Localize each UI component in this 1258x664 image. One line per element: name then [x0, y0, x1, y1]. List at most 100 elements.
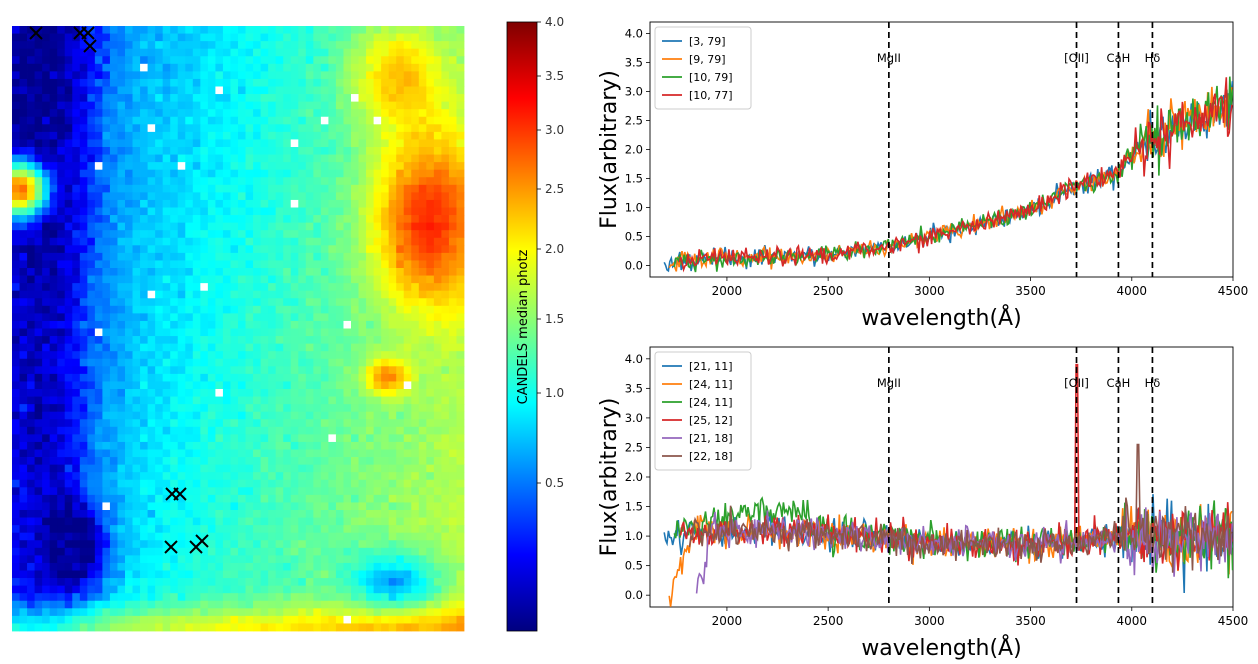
- heatmap-cell: [313, 222, 322, 231]
- heatmap-cell: [147, 464, 156, 473]
- heatmap-cell: [94, 419, 103, 428]
- heatmap-cell: [42, 41, 51, 50]
- heatmap-cell: [290, 290, 299, 299]
- heatmap-cell: [275, 78, 284, 87]
- heatmap-cell: [215, 510, 224, 518]
- heatmap-cell: [49, 608, 58, 617]
- heatmap-cell: [275, 101, 284, 110]
- heatmap-cell: [268, 411, 277, 420]
- heatmap-cell: [177, 283, 186, 292]
- heatmap-cell: [328, 124, 337, 133]
- heatmap-cell: [381, 358, 390, 367]
- heatmap-cell: [177, 517, 186, 526]
- heatmap-cell: [177, 532, 186, 541]
- heatmap-cell: [381, 525, 390, 534]
- heatmap-cell: [117, 343, 126, 352]
- heatmap-cell: [200, 562, 209, 571]
- heatmap-cell: [441, 313, 450, 322]
- heatmap-cell: [117, 404, 126, 413]
- heatmap-cell: [162, 404, 171, 413]
- heatmap-cell: [358, 71, 367, 80]
- heatmap-cell: [426, 237, 435, 246]
- heatmap-cell: [448, 116, 457, 125]
- heatmap-cell: [305, 313, 314, 322]
- heatmap-cell: [411, 33, 420, 42]
- heatmap-cell: [366, 245, 374, 254]
- heatmap-cell: [268, 426, 277, 435]
- heatmap-cell: [79, 555, 88, 564]
- y-tick-label: 4.0: [625, 352, 643, 366]
- heatmap-cell: [162, 41, 171, 50]
- heatmap-cell: [418, 139, 427, 148]
- heatmap-cell: [418, 600, 427, 609]
- heatmap-cell: [411, 305, 420, 314]
- heatmap-cell: [238, 305, 246, 314]
- heatmap-cell: [147, 71, 156, 80]
- heatmap-cell: [12, 510, 20, 518]
- heatmap-cell: [12, 260, 20, 269]
- heatmap-cell: [433, 177, 442, 186]
- heatmap-cell: [253, 192, 261, 201]
- heatmap-cell: [411, 124, 420, 133]
- heatmap-cell: [275, 434, 284, 443]
- heatmap-cell: [441, 139, 450, 148]
- heatmap-cell: [19, 396, 28, 405]
- heatmap-cell: [418, 71, 427, 80]
- heatmap-cell: [305, 116, 314, 125]
- heatmap-cell: [418, 131, 427, 140]
- heatmap-cell: [396, 502, 405, 511]
- heatmap-cell: [192, 396, 201, 405]
- heatmap-cell: [102, 434, 111, 443]
- heatmap-cell: [456, 404, 465, 413]
- heatmap-cell: [253, 547, 261, 556]
- heatmap-cell: [358, 33, 367, 42]
- heatmap-cell: [155, 593, 164, 602]
- heatmap-cell: [94, 600, 103, 609]
- heatmap-cell: [358, 396, 367, 405]
- heatmap-cell: [396, 116, 405, 125]
- heatmap-cell: [230, 411, 239, 420]
- heatmap-cell: [275, 396, 284, 405]
- heatmap-cell: [268, 313, 277, 322]
- heatmap-cell: [238, 86, 246, 95]
- heatmap-cell: [403, 525, 412, 534]
- heatmap-cell: [245, 147, 254, 155]
- heatmap-cell: [396, 63, 405, 72]
- heatmap-cell: [215, 623, 224, 632]
- heatmap-cell: [305, 600, 314, 609]
- heatmap-cell: [358, 525, 367, 534]
- heatmap-cell: [290, 449, 299, 458]
- heatmap-cell: [456, 502, 465, 511]
- heatmap-cell: [64, 547, 73, 556]
- heatmap-cell: [283, 411, 292, 420]
- heatmap-cell: [388, 600, 397, 609]
- heatmap-cell: [117, 245, 126, 254]
- heatmap-cell: [155, 139, 164, 148]
- heatmap-cell: [305, 525, 314, 534]
- heatmap-cell: [215, 169, 224, 178]
- heatmap-cell: [27, 457, 35, 466]
- heatmap-cell: [79, 237, 88, 246]
- heatmap-cell: [396, 86, 405, 95]
- heatmap-cell: [328, 494, 337, 503]
- heatmap-cell: [230, 26, 239, 34]
- heatmap-cell: [19, 41, 28, 50]
- heatmap-cell: [34, 494, 43, 503]
- heatmap-cell: [222, 373, 231, 382]
- heatmap-cell: [57, 600, 66, 609]
- heatmap-cell: [64, 381, 73, 390]
- heatmap-cell: [64, 63, 73, 72]
- heatmap-cell: [140, 328, 148, 337]
- heatmap-cell: [27, 464, 35, 473]
- heatmap-cell: [132, 124, 141, 133]
- heatmap-cell: [290, 411, 299, 420]
- heatmap-cell: [245, 411, 254, 420]
- heatmap-cell: [102, 313, 111, 322]
- heatmap-cell: [27, 532, 35, 541]
- heatmap-cell: [192, 373, 201, 382]
- heatmap-cell: [418, 547, 427, 556]
- heatmap-cell: [418, 381, 427, 390]
- heatmap-cell: [42, 411, 51, 420]
- heatmap-cell: [426, 547, 435, 556]
- heatmap-cell: [320, 555, 329, 564]
